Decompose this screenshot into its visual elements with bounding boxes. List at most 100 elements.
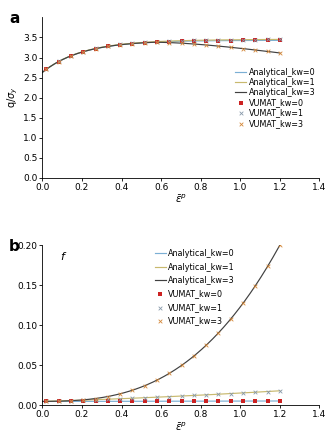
VUMAT_kw=3 [179,40,184,47]
VUMAT_kw=3 [191,353,197,360]
Analytical_kw=0 [190,399,194,404]
VUMAT_kw=1 [179,392,184,399]
VUMAT_kw=3 [56,398,61,405]
Analytical_kw=0 [118,42,122,48]
VUMAT_kw=0 [167,38,172,45]
Analytical_kw=0 [69,399,73,404]
VUMAT_kw=1 [228,390,233,397]
VUMAT_kw=1 [253,36,258,43]
Text: f: f [60,252,64,262]
Analytical_kw=0 [135,41,139,46]
VUMAT_kw=0 [155,38,160,45]
VUMAT_kw=3 [130,40,135,47]
VUMAT_kw=3 [105,393,111,400]
Analytical_kw=0 [135,399,139,404]
VUMAT_kw=0 [179,38,184,45]
VUMAT_kw=3 [277,49,283,56]
VUMAT_kw=1 [44,398,49,405]
Y-axis label: q/$\sigma_y$: q/$\sigma_y$ [6,87,20,109]
Analytical_kw=1 [40,399,44,404]
VUMAT_kw=1 [68,397,74,404]
Analytical_kw=1 [278,388,282,393]
VUMAT_kw=1 [179,37,184,44]
VUMAT_kw=1 [81,48,86,55]
VUMAT_kw=0 [216,37,221,44]
Analytical_kw=3 [118,42,122,48]
Legend: Analytical_kw=0, Analytical_kw=1, Analytical_kw=3, VUMAT_kw=0, VUMAT_kw=1, VUMAT: Analytical_kw=0, Analytical_kw=1, Analyt… [155,249,235,325]
Analytical_kw=1 [212,392,216,397]
Analytical_kw=1 [69,398,73,403]
X-axis label: $\bar{\varepsilon}^p$: $\bar{\varepsilon}^p$ [175,421,187,433]
Analytical_kw=0 [190,38,194,44]
VUMAT_kw=1 [105,396,111,403]
VUMAT_kw=0 [203,398,209,405]
VUMAT_kw=3 [228,316,233,323]
VUMAT_kw=0 [203,37,209,44]
VUMAT_kw=1 [56,58,61,65]
VUMAT_kw=3 [81,48,86,55]
VUMAT_kw=0 [240,398,245,405]
VUMAT_kw=3 [93,395,98,402]
VUMAT_kw=0 [81,48,86,55]
VUMAT_kw=0 [142,39,147,46]
VUMAT_kw=3 [179,362,184,369]
VUMAT_kw=1 [130,40,135,47]
VUMAT_kw=3 [265,48,270,55]
VUMAT_kw=1 [142,394,147,401]
VUMAT_kw=1 [228,36,233,43]
VUMAT_kw=1 [265,36,270,43]
VUMAT_kw=3 [68,52,74,59]
VUMAT_kw=1 [68,52,74,59]
VUMAT_kw=1 [203,392,209,399]
Analytical_kw=1 [69,53,73,58]
Analytical_kw=3 [278,242,282,248]
VUMAT_kw=3 [216,330,221,337]
VUMAT_kw=0 [117,41,123,48]
VUMAT_kw=3 [130,387,135,394]
Legend: Analytical_kw=0, Analytical_kw=1, Analytical_kw=3, VUMAT_kw=0, VUMAT_kw=1, VUMAT: Analytical_kw=0, Analytical_kw=1, Analyt… [235,68,316,128]
Line: Analytical_kw=1: Analytical_kw=1 [42,39,280,72]
VUMAT_kw=0 [253,398,258,405]
Analytical_kw=0 [278,399,282,404]
Analytical_kw=3 [190,41,194,47]
VUMAT_kw=0 [228,398,233,405]
VUMAT_kw=1 [155,38,160,45]
VUMAT_kw=3 [44,398,49,405]
VUMAT_kw=0 [179,398,184,405]
Text: b: b [9,239,20,254]
Analytical_kw=1 [118,396,122,402]
VUMAT_kw=0 [265,398,270,405]
Analytical_kw=1 [190,38,194,43]
VUMAT_kw=0 [191,37,197,44]
VUMAT_kw=1 [191,392,197,399]
VUMAT_kw=1 [142,39,147,46]
VUMAT_kw=0 [56,58,61,65]
Analytical_kw=1 [213,37,217,43]
VUMAT_kw=0 [68,398,74,405]
Analytical_kw=3 [135,386,139,392]
VUMAT_kw=3 [253,282,258,289]
Analytical_kw=3 [118,391,122,396]
VUMAT_kw=3 [117,390,123,397]
VUMAT_kw=0 [167,398,172,405]
VUMAT_kw=3 [240,45,245,52]
VUMAT_kw=1 [191,37,197,44]
Analytical_kw=3 [40,70,44,75]
VUMAT_kw=1 [93,396,98,403]
VUMAT_kw=0 [130,398,135,405]
Analytical_kw=3 [278,50,282,55]
VUMAT_kw=3 [155,39,160,46]
Analytical_kw=1 [118,42,122,47]
Analytical_kw=0 [40,399,44,404]
Analytical_kw=1 [213,392,217,397]
Analytical_kw=3 [214,43,217,48]
VUMAT_kw=3 [216,43,221,50]
VUMAT_kw=1 [93,45,98,52]
Analytical_kw=1 [135,40,139,45]
VUMAT_kw=0 [253,37,258,44]
VUMAT_kw=3 [68,397,74,404]
Line: Analytical_kw=0: Analytical_kw=0 [42,401,280,402]
Line: Analytical_kw=0: Analytical_kw=0 [42,41,280,72]
Text: a: a [9,11,20,26]
VUMAT_kw=1 [130,395,135,402]
